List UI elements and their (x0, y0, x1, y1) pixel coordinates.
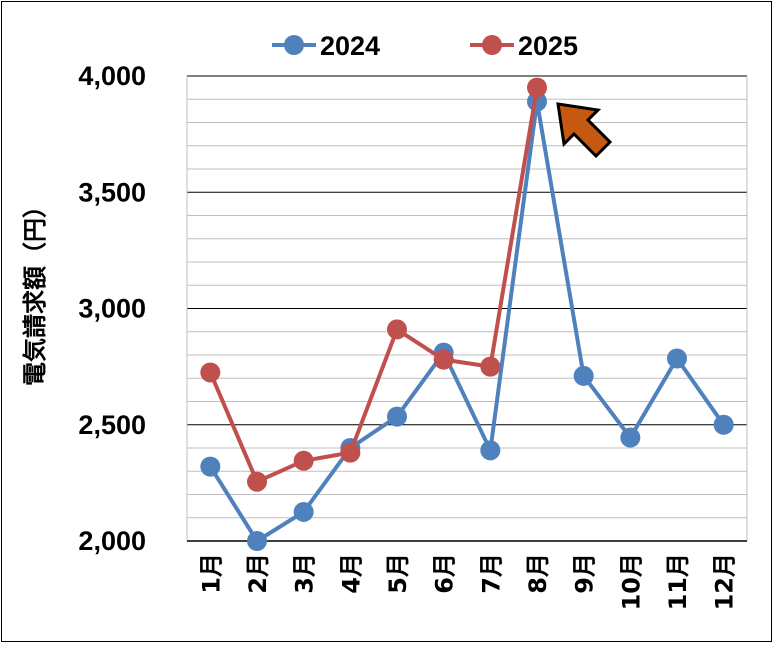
legend-label: 2025 (518, 31, 578, 61)
y-tick-label: 2,500 (78, 410, 146, 440)
data-point-2025 (527, 77, 547, 98)
annotation-layer (556, 102, 613, 159)
data-point-2025 (340, 442, 361, 463)
axis-layer: 2,000 2,500 3,000 3,500 4,000 1月 2月 3月 4月 5月 6月 7月 8… (78, 61, 747, 610)
data-point-2024 (200, 456, 221, 477)
data-point-2024 (387, 406, 407, 427)
x-tick-label: 12月 (711, 553, 739, 610)
y-tick-label: 4,000 (78, 61, 146, 91)
data-point-2025 (480, 356, 501, 377)
data-point-2024 (293, 501, 314, 522)
legend-label: 2024 (320, 31, 380, 61)
x-tick-label: 1月 (197, 553, 225, 594)
data-point-2025 (200, 362, 221, 383)
data-point-2024 (713, 414, 734, 435)
grid-layer (186, 75, 748, 542)
x-tick-label: 7月 (477, 553, 505, 594)
y-tick-label: 3,500 (78, 177, 146, 207)
data-point-2024 (573, 365, 594, 386)
x-tick-label: 6月 (431, 553, 459, 594)
data-point-2024 (620, 427, 641, 448)
x-tick-label: 4月 (337, 553, 365, 594)
data-point-2025 (387, 319, 407, 340)
legend: 2024 2025 (272, 31, 578, 61)
y-tick-label: 2,000 (78, 526, 146, 556)
y-axis-label: 電気請求額（円） (21, 194, 49, 386)
annotation-arrow (556, 102, 613, 159)
data-point-2024 (667, 348, 687, 369)
x-tick-label: 9月 (571, 553, 599, 594)
x-tick-label: 3月 (291, 553, 319, 594)
series-layer (200, 77, 734, 551)
data-point-2024 (480, 440, 501, 461)
x-tick-label: 10月 (617, 553, 645, 610)
y-tick-label: 3,000 (78, 294, 146, 324)
legend-marker-2024 (284, 35, 304, 55)
data-point-2025 (247, 471, 267, 492)
x-tick-label: 2月 (244, 553, 272, 594)
x-tick-label: 11月 (664, 553, 692, 610)
data-point-2024 (247, 531, 267, 551)
legend-marker-2025 (482, 35, 502, 55)
x-tick-label: 5月 (384, 553, 412, 594)
x-tick-label: 8月 (524, 553, 552, 594)
data-point-2025 (433, 349, 454, 370)
data-point-2025 (293, 450, 314, 471)
